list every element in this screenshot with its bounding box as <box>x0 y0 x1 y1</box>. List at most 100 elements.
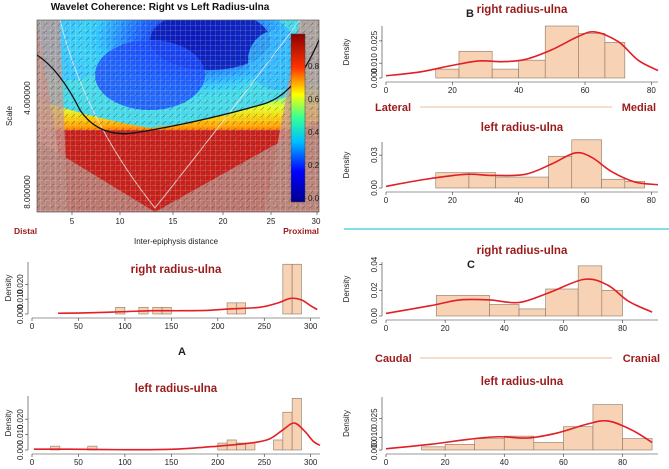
histogram-bar <box>604 42 626 79</box>
histogram-bar <box>421 446 446 451</box>
coherence-x-tick: 5 <box>70 217 75 226</box>
y-tick-label: 0.00 <box>370 308 379 324</box>
histogram-bar <box>458 50 493 79</box>
y-axis-label: Density <box>4 275 13 302</box>
x-tick-label: 0 <box>384 196 389 205</box>
histogram-bar <box>592 404 623 451</box>
x-tick-label: 300 <box>304 322 318 331</box>
density-curve <box>385 419 653 450</box>
histogram-bar <box>282 411 293 451</box>
cranial-label: Cranial <box>623 353 660 365</box>
coherence-x-tick: 10 <box>116 217 125 226</box>
y-tick-label: 0.020 <box>16 274 25 295</box>
panel-label-c: C <box>467 259 475 271</box>
histogram-bar <box>474 438 505 451</box>
histogram-bar <box>518 308 546 317</box>
x-tick-label: 0 <box>30 458 35 467</box>
coherence-x-tick: 25 <box>267 217 276 226</box>
histogram-bar <box>548 155 573 189</box>
x-tick-label: 80 <box>618 458 627 467</box>
histogram-bar <box>601 289 623 317</box>
histogram-title: right radius-ulna <box>131 264 222 276</box>
x-tick-label: 80 <box>647 196 656 205</box>
y-tick-label: 0.04 <box>370 256 379 272</box>
x-tick-label: 40 <box>500 324 509 333</box>
histogram-bar <box>578 33 606 79</box>
y-axis-label: Density <box>342 276 351 303</box>
y-tick-label: 0.000 <box>16 439 25 460</box>
y-tick-label: 0.00 <box>370 180 379 196</box>
x-tick-label: 60 <box>559 324 568 333</box>
coherence-title: Wavelet Coherence: Right vs Left Radius-… <box>51 2 270 13</box>
histogram-bar <box>577 265 603 317</box>
coherence-plot: Wavelet Coherence: Right vs Left Radius-… <box>5 2 321 246</box>
distal-label: Distal <box>14 226 37 236</box>
x-tick-label: 0 <box>30 322 35 331</box>
histogram-c-right: right radius-ulna 0 20 40 60 80 0.00 0.02 0.04 De… <box>342 245 658 333</box>
histogram-bar <box>435 68 460 79</box>
x-tick-label: 60 <box>581 196 590 205</box>
x-tick-label: 150 <box>165 458 179 467</box>
histogram-title: left radius-ulna <box>481 376 564 388</box>
histogram-bar <box>291 263 302 315</box>
x-tick-label: 60 <box>559 458 568 467</box>
histogram-bar <box>545 288 579 317</box>
x-tick-label: 20 <box>448 86 457 95</box>
density-curve <box>385 30 659 77</box>
histogram-title: right radius-ulna <box>477 245 568 257</box>
lateral-medial-axis: Lateral Medial <box>375 102 656 114</box>
y-tick-label: 0.025 <box>370 408 379 429</box>
histogram-bar <box>622 438 653 451</box>
colorbar-tick: 0.8 <box>308 62 320 71</box>
histogram-b-right: right radius-ulna 0 20 40 60 80 0.0000.010 0.02… <box>342 4 659 95</box>
colorbar-tick: 0.2 <box>308 161 320 170</box>
colorbar-tick: 0.4 <box>308 128 320 137</box>
y-tick-label: 0.02 <box>370 282 379 298</box>
y-tick-label: 0.010 <box>370 53 379 74</box>
colorbar-tick: 0.0 <box>308 194 320 203</box>
y-tick-label: 0.03 <box>370 147 379 163</box>
histogram-title: left radius-ulna <box>135 383 218 395</box>
x-tick-label: 100 <box>118 322 132 331</box>
density-curve <box>58 297 318 315</box>
histogram-bar <box>444 444 475 451</box>
y-axis-label: Density <box>342 410 351 437</box>
x-tick-label: 150 <box>165 322 179 331</box>
histogram-bar <box>115 307 126 315</box>
histogram-bar <box>495 176 549 189</box>
density-curve <box>385 278 653 315</box>
panel-label-b: B <box>466 8 474 20</box>
y-tick-label: 0.000 <box>16 303 25 324</box>
histogram-bar <box>533 442 564 451</box>
histogram-bar <box>273 439 284 451</box>
x-tick-label: 50 <box>74 322 83 331</box>
x-tick-label: 20 <box>441 324 450 333</box>
histogram-bar <box>544 25 579 79</box>
x-tick-label: 0 <box>384 324 389 333</box>
histogram-bar <box>571 139 602 189</box>
y-axis-label: Density <box>342 39 351 66</box>
y-tick-label: 0.010 <box>16 424 25 445</box>
density-curve <box>385 151 659 188</box>
coherence-y-tick: 4.000000 <box>23 81 32 115</box>
x-tick-label: 300 <box>304 458 318 467</box>
histogram-title: right radius-ulna <box>477 4 568 16</box>
proximal-label: Proximal <box>283 226 319 236</box>
colorbar-tick: 0.6 <box>308 95 320 104</box>
x-tick-label: 100 <box>118 458 132 467</box>
histogram-bar <box>489 304 520 317</box>
x-tick-label: 40 <box>500 458 509 467</box>
coherence-x-tick: 15 <box>169 217 178 226</box>
y-axis-label: Density <box>342 152 351 179</box>
coherence-x-axis <box>71 212 318 215</box>
caudal-label: Caudal <box>375 353 412 365</box>
coherence-x-tick: 30 <box>312 217 321 226</box>
histogram-a-right: right radius-ulna 0 50 100 150 200 250 300 0.000… <box>4 262 320 331</box>
y-tick-label: 0.010 <box>16 289 25 310</box>
histogram-bar <box>435 295 490 317</box>
lateral-label: Lateral <box>375 102 411 114</box>
histogram-c-left: left radius-ulna 0 20 40 60 80 0.0000.0100.025… <box>342 376 658 467</box>
x-tick-label: 80 <box>618 324 627 333</box>
histogram-bar <box>282 263 293 315</box>
